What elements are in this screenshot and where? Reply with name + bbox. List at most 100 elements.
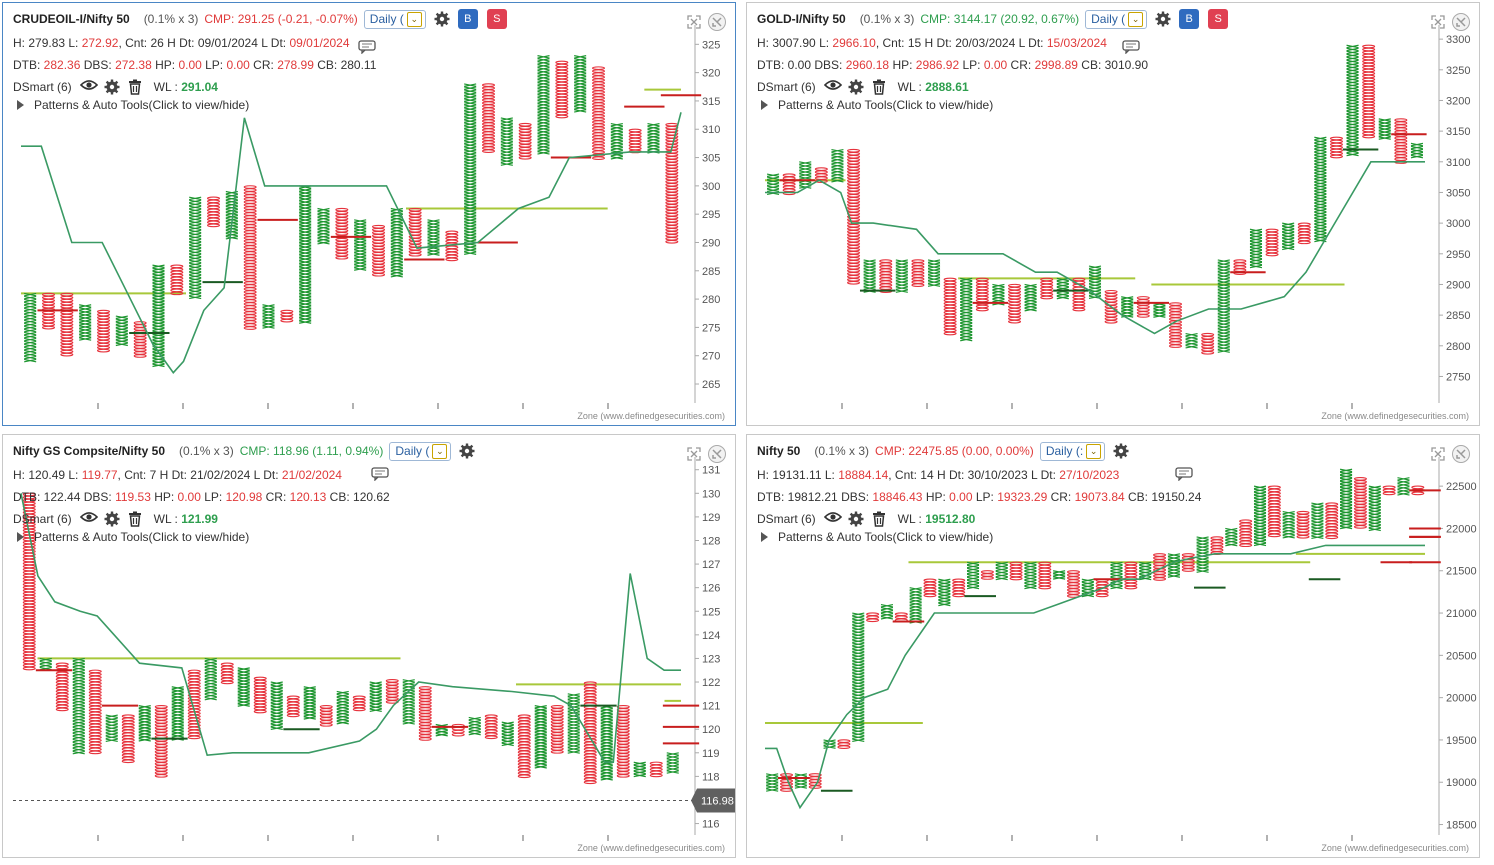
reset-zoom-icon[interactable] xyxy=(1451,444,1471,467)
buy-button[interactable]: B xyxy=(457,9,478,29)
x-column xyxy=(1088,265,1102,300)
x-column xyxy=(299,185,312,324)
y-tick-label: 127 xyxy=(702,559,720,571)
gear-icon[interactable] xyxy=(848,511,864,527)
cmp-value: CMP: 118.96 (1.11, 0.94%) xyxy=(239,444,384,458)
stat-label: , Cnt: xyxy=(117,468,150,482)
trash-icon[interactable] xyxy=(872,511,888,527)
gear-icon[interactable] xyxy=(104,79,120,95)
x-column xyxy=(24,292,37,363)
fullscreen-icon[interactable] xyxy=(1431,15,1445,32)
sell-button[interactable]: S xyxy=(486,9,507,29)
o-column xyxy=(253,676,267,714)
patterns-toggle[interactable]: Patterns & Auto Tools(Click to view/hide… xyxy=(13,98,249,112)
stats-line: H: 279.83 L: 272.92, Cnt: 26 H Dt: 09/01… xyxy=(13,36,350,50)
o-column xyxy=(1153,553,1167,581)
eye-icon[interactable] xyxy=(823,79,842,95)
trash-icon[interactable] xyxy=(128,511,144,527)
zone-credit: Zone (www.definedgesecurities.com) xyxy=(577,411,725,421)
gear-icon[interactable] xyxy=(1113,443,1129,459)
x-column xyxy=(1139,561,1152,581)
stat-label: , Cnt: xyxy=(118,36,151,50)
x-column xyxy=(1225,527,1238,547)
chevron-down-icon: ⌄ xyxy=(406,11,422,27)
gear-icon[interactable] xyxy=(1155,11,1171,27)
gear-icon[interactable] xyxy=(434,11,450,27)
eye-icon[interactable] xyxy=(823,511,842,527)
stat-value: 09/01/2024 xyxy=(289,36,350,50)
eye-icon[interactable] xyxy=(79,79,98,95)
wl-label: WL : xyxy=(897,512,926,526)
level-value: 280.11 xyxy=(340,58,377,72)
comment-icon[interactable] xyxy=(358,40,376,55)
dsmart-line: DSmart (6) WL : 121.99 xyxy=(13,511,218,527)
chart-panel-nifty-gs[interactable]: 1161171181191201211221231241251261271281… xyxy=(2,434,736,858)
x-column xyxy=(402,679,415,725)
cmp-value: CMP: 22475.85 (0.00, 0.00%) xyxy=(875,444,1034,458)
gear-icon[interactable] xyxy=(848,79,864,95)
stat-value: 27/10/2023 xyxy=(1059,468,1120,482)
o-column xyxy=(335,207,349,260)
pnf-chart: 18500 19000 19500 20000 20500 21000 21500 22000… xyxy=(765,457,1477,841)
chart-panel-gold[interactable]: 2750 2800 2850 2900 2950 3000 3050 3100 3150 3200… xyxy=(746,2,1480,426)
chart-header: Nifty 50 (0.1% x 3) CMP: 22475.85 (0.00, 0… xyxy=(757,441,1129,461)
x-column xyxy=(336,690,349,725)
patterns-toggle[interactable]: Patterns & Auto Tools(Click to view/hide… xyxy=(13,530,249,544)
levels-line: DTB: 282.36 DBS: 272.38 HP: 0.00 LP: 0.0… xyxy=(13,58,376,72)
level-value: 278.99 xyxy=(277,58,314,72)
x-column xyxy=(39,657,52,671)
timeframe-dropdown[interactable]: Daily (: ⌄ xyxy=(1039,441,1106,461)
sell-button[interactable]: S xyxy=(1208,9,1229,29)
patterns-toggle[interactable]: Patterns & Auto Tools(Click to view/hide… xyxy=(757,98,993,112)
chart-panel-crudeoil[interactable]: 265 270 275 280 285 290 295 300 305 310 315 320 325 C… xyxy=(2,2,736,426)
fullscreen-icon[interactable] xyxy=(687,15,701,32)
zone-credit: Zone (www.definedgesecurities.com) xyxy=(1321,411,1469,421)
x-column xyxy=(537,55,550,155)
chart-panel-nifty-50[interactable]: 18500 19000 19500 20000 20500 21000 21500 22000… xyxy=(746,434,1480,858)
y-tick-label: 290 xyxy=(702,237,720,249)
chart-header: Nifty GS Compsite/Nifty 50 (0.1% x 3) CMP:… xyxy=(13,441,475,461)
eye-icon[interactable] xyxy=(79,511,98,527)
y-tick-label: 325 xyxy=(702,39,720,51)
o-column xyxy=(408,207,422,257)
buy-button[interactable]: B xyxy=(1179,9,1200,29)
patterns-toggle[interactable]: Patterns & Auto Tools(Click to view/hide… xyxy=(757,530,993,544)
x-column xyxy=(464,83,477,255)
x-column xyxy=(534,705,547,769)
x-column xyxy=(1346,44,1359,157)
level-value: 19323.29 xyxy=(997,490,1048,504)
timeframe-dropdown[interactable]: Daily (⌄ xyxy=(1085,9,1148,29)
level-label: HP: xyxy=(150,490,178,504)
timeframe-dropdown[interactable]: Daily (⌄ xyxy=(363,9,426,29)
trash-icon[interactable] xyxy=(872,79,888,95)
gear-icon[interactable] xyxy=(104,511,120,527)
x-column xyxy=(1249,228,1263,269)
o-column xyxy=(371,224,386,277)
o-column xyxy=(96,309,111,353)
gear-icon[interactable] xyxy=(459,443,475,459)
x-column xyxy=(237,667,250,707)
reset-zoom-icon[interactable] xyxy=(707,444,727,467)
y-tick-label: 3100 xyxy=(1446,157,1470,169)
comment-icon[interactable] xyxy=(371,467,389,482)
fullscreen-icon[interactable] xyxy=(1431,447,1445,464)
x-column xyxy=(115,315,128,347)
o-column xyxy=(1007,283,1022,324)
o-column xyxy=(1124,561,1138,590)
y-tick-label: 2850 xyxy=(1446,310,1470,322)
level-label: CB: xyxy=(1124,490,1152,504)
reset-zoom-icon[interactable] xyxy=(707,12,727,35)
reset-zoom-icon[interactable] xyxy=(1451,12,1471,35)
wl-value: 2888.61 xyxy=(925,80,969,94)
levels-line: DTB: 0.00 DBS: 2960.18 HP: 2986.92 LP: 0… xyxy=(757,58,1148,72)
fullscreen-icon[interactable] xyxy=(687,447,701,464)
level-value: 0.00 xyxy=(177,490,201,504)
stat-label: H: xyxy=(13,468,29,482)
comment-icon[interactable] xyxy=(1122,40,1140,55)
comment-icon[interactable] xyxy=(1175,467,1193,482)
wl-value: 121.99 xyxy=(181,512,218,526)
trash-icon[interactable] xyxy=(128,79,144,95)
timeframe-dropdown[interactable]: Daily (⌄ xyxy=(389,441,452,461)
x-column xyxy=(427,219,440,256)
level-value: 0.00 xyxy=(949,490,973,504)
